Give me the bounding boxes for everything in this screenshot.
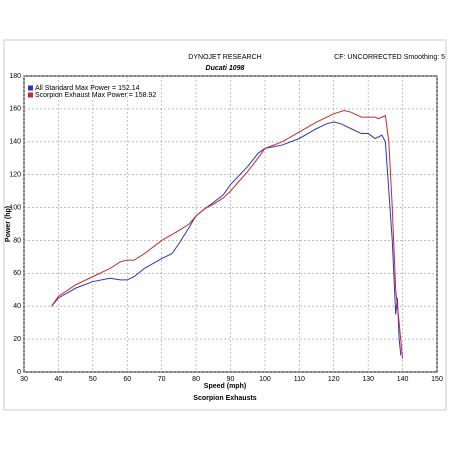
- x-tick-label: 50: [89, 376, 97, 383]
- x-tick-label: 30: [20, 376, 28, 383]
- x-tick-label: 130: [362, 376, 374, 383]
- series-line: [51, 121, 402, 356]
- y-tick-label: 120: [9, 172, 21, 179]
- y-tick-label: 0: [17, 369, 21, 376]
- x-tick-label: 140: [397, 376, 409, 383]
- y-tick-label: 100: [9, 204, 21, 211]
- footer: Scorpion Exhausts: [193, 395, 257, 402]
- legend-label: Scorpion Exhaust Max Power = 158.92: [35, 92, 156, 99]
- y-tick-label: 40: [13, 303, 21, 310]
- x-tick-label: 120: [328, 376, 340, 383]
- y-tick-label: 180: [9, 73, 21, 80]
- legend-swatch: [28, 92, 33, 98]
- chart-subtitle: Ducati 1098: [206, 65, 245, 72]
- y-tick-label: 160: [9, 106, 21, 113]
- x-tick-label: 60: [123, 376, 131, 383]
- chart-title: DYNOJET RESEARCH: [188, 54, 261, 61]
- y-tick-label: 20: [13, 336, 21, 343]
- x-tick-label: 110: [294, 376, 305, 383]
- x-tick-label: 150: [431, 376, 443, 383]
- legend-label: All Standard Max Power = 152.14: [35, 85, 140, 92]
- x-tick-label: 70: [158, 376, 166, 383]
- y-axis-label: Power (hp): [5, 206, 12, 242]
- x-axis-label: Speed (mph): [204, 383, 246, 390]
- y-tick-label: 140: [9, 139, 21, 146]
- frame: [3, 39, 447, 411]
- x-tick-label: 80: [192, 376, 200, 383]
- x-tick-label: 40: [55, 376, 63, 383]
- chart-note: CF: UNCORRECTED Smoothing: 5: [334, 54, 445, 61]
- legend-swatch: [28, 85, 33, 91]
- y-tick-label: 60: [13, 270, 21, 277]
- x-tick-label: 90: [227, 376, 235, 383]
- y-tick-label: 80: [13, 237, 21, 244]
- series-line: [51, 110, 404, 359]
- x-tick-label: 100: [259, 376, 271, 383]
